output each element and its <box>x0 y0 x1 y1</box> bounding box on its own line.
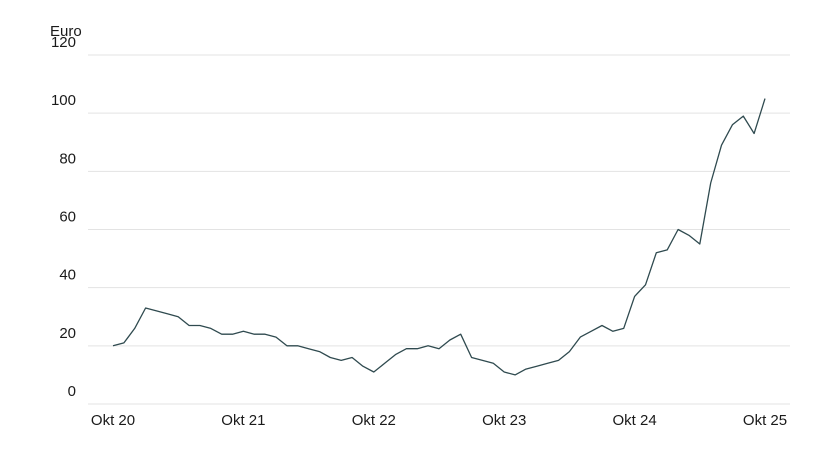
y-axis-label: Euro <box>50 23 82 40</box>
y-tick-label: 80 <box>59 150 76 167</box>
x-tick-label: Okt 24 <box>613 412 657 429</box>
y-tick-label: 60 <box>59 208 76 225</box>
x-tick-label: Okt 25 <box>743 412 787 429</box>
x-tick-label: Okt 21 <box>221 412 265 429</box>
x-tick-label: Okt 20 <box>91 412 135 429</box>
y-tick-label: 40 <box>59 267 76 284</box>
price-line <box>112 98 766 376</box>
y-tick-label: 0 <box>68 383 76 400</box>
x-tick-label: Okt 23 <box>482 412 526 429</box>
y-tick-label: 100 <box>51 92 76 109</box>
y-tick-label: 120 <box>51 34 76 51</box>
x-tick-label: Okt 22 <box>352 412 396 429</box>
y-tick-label: 20 <box>59 325 76 342</box>
